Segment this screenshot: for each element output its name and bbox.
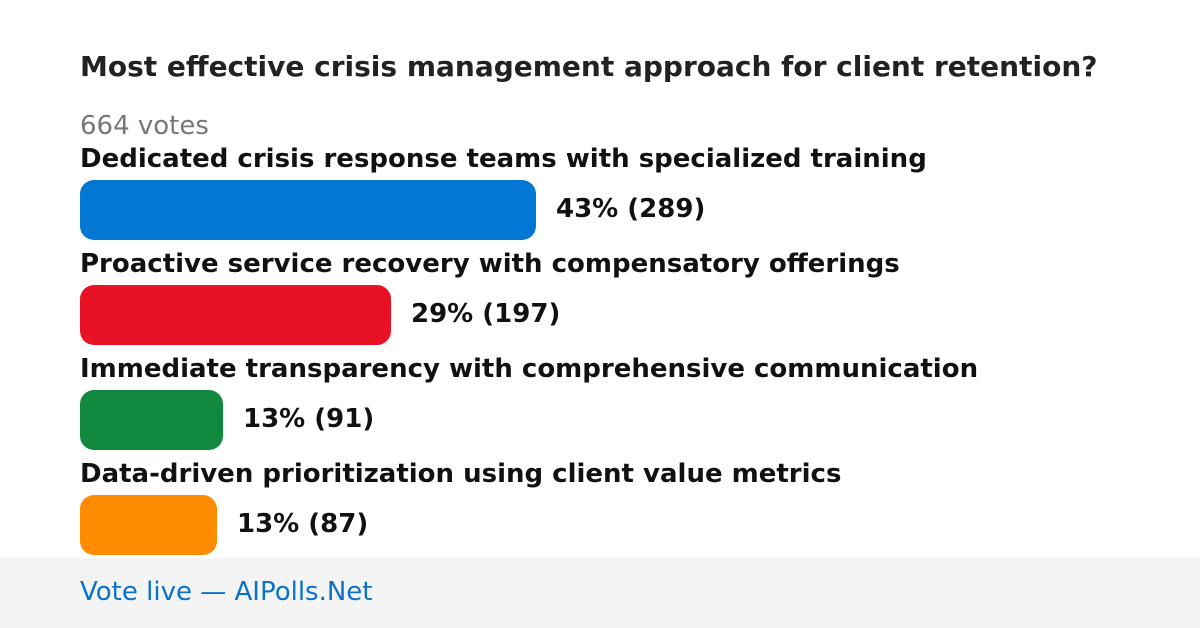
option-value-label: 29% (197) — [411, 299, 561, 329]
option-value-label: 43% (289) — [556, 194, 706, 224]
option-label: Immediate transparency with comprehensiv… — [80, 354, 979, 384]
vote-live-link[interactable]: Vote live — AIPolls.Net — [80, 577, 373, 607]
option-label: Proactive service recovery with compensa… — [80, 249, 900, 279]
option-value-label: 13% (91) — [243, 404, 375, 434]
option-bar — [80, 495, 217, 555]
footer-bar — [0, 558, 1200, 628]
option-bar — [80, 180, 536, 240]
option-value-label: 13% (87) — [237, 509, 369, 539]
vote-count: 664 votes — [80, 111, 209, 141]
option-label: Dedicated crisis response teams with spe… — [80, 144, 927, 174]
option-label: Data-driven prioritization using client … — [80, 459, 842, 489]
option-bar — [80, 390, 223, 450]
poll-title: Most effective crisis management approac… — [80, 50, 1098, 83]
option-bar — [80, 285, 391, 345]
